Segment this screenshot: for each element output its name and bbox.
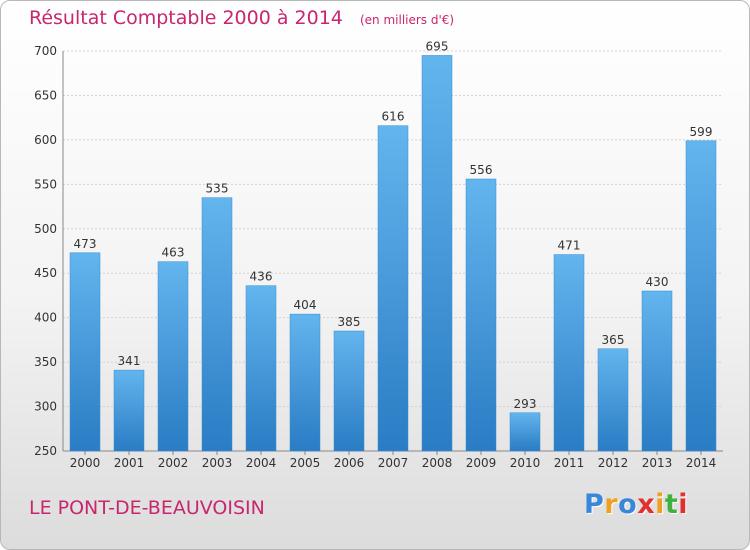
x-tick-label: 2012 xyxy=(598,456,629,470)
y-tick-label: 300 xyxy=(34,400,57,414)
y-tick-label: 250 xyxy=(34,444,57,458)
x-tick-label: 2009 xyxy=(466,456,497,470)
value-label: 430 xyxy=(646,275,669,289)
bar-2000 xyxy=(69,252,101,452)
x-tick-label: 2004 xyxy=(246,456,277,470)
y-tick-label: 600 xyxy=(34,133,57,147)
logo-letter: t xyxy=(664,489,679,520)
value-label: 616 xyxy=(382,110,405,124)
bar-2011 xyxy=(553,254,585,452)
proxiti-logo: Proxiti xyxy=(584,489,688,520)
y-tick-label: 500 xyxy=(34,222,57,236)
bar-2002 xyxy=(157,261,189,452)
bar-2007 xyxy=(377,125,409,452)
logo-letter: i xyxy=(655,489,665,520)
value-label: 599 xyxy=(690,125,713,139)
logo-letter: i xyxy=(678,489,689,520)
value-label: 436 xyxy=(250,270,273,284)
x-tick-label: 2000 xyxy=(70,456,101,470)
bar-2005 xyxy=(289,313,321,452)
chart-subtitle: (en milliers d'€) xyxy=(359,13,455,27)
bar-2008 xyxy=(421,55,453,452)
commune-name: LE PONT-DE-BEAUVOISIN xyxy=(29,497,265,519)
value-label: 385 xyxy=(338,315,361,329)
value-label: 535 xyxy=(206,182,229,196)
bar-2009 xyxy=(465,178,497,452)
value-label: 341 xyxy=(118,354,141,368)
x-tick-label: 2007 xyxy=(378,456,409,470)
x-tick-label: 2008 xyxy=(422,456,453,470)
bar-2006 xyxy=(333,330,365,452)
bar-2012 xyxy=(597,348,629,452)
value-label: 473 xyxy=(74,237,97,251)
value-label: 471 xyxy=(558,239,581,253)
logo-letter: o xyxy=(618,489,638,520)
x-tick-label: 2010 xyxy=(510,456,541,470)
y-tick-label: 450 xyxy=(34,266,57,280)
x-tick-label: 2006 xyxy=(334,456,365,470)
logo-letter: x xyxy=(637,489,656,520)
value-label: 293 xyxy=(514,397,537,411)
x-tick-label: 2011 xyxy=(554,456,585,470)
x-tick-label: 2002 xyxy=(158,456,189,470)
logo-letter: r xyxy=(604,489,619,520)
bar-2001 xyxy=(113,369,145,452)
bar-2010 xyxy=(509,412,541,452)
logo-letter: P xyxy=(584,489,605,520)
x-tick-label: 2003 xyxy=(202,456,233,470)
y-tick-label: 350 xyxy=(34,355,57,369)
y-tick-label: 650 xyxy=(34,88,57,102)
x-tick-label: 2005 xyxy=(290,456,321,470)
bar-2014 xyxy=(685,140,717,452)
y-tick-label: 550 xyxy=(34,177,57,191)
title-row: Résultat Comptable 2000 à 2014 (en milli… xyxy=(29,7,454,29)
value-label: 695 xyxy=(426,39,449,53)
value-label: 404 xyxy=(294,298,317,312)
y-tick-label: 400 xyxy=(34,311,57,325)
value-label: 556 xyxy=(470,163,493,177)
bar-2004 xyxy=(245,285,277,452)
chart-title: Résultat Comptable 2000 à 2014 xyxy=(29,7,343,29)
bar-2003 xyxy=(201,197,233,452)
bar-2013 xyxy=(641,290,673,452)
y-tick-label: 700 xyxy=(34,44,57,58)
x-tick-label: 2001 xyxy=(114,456,145,470)
value-label: 365 xyxy=(602,333,625,347)
x-tick-label: 2014 xyxy=(686,456,717,470)
value-label: 463 xyxy=(162,246,185,260)
x-tick-label: 2013 xyxy=(642,456,673,470)
